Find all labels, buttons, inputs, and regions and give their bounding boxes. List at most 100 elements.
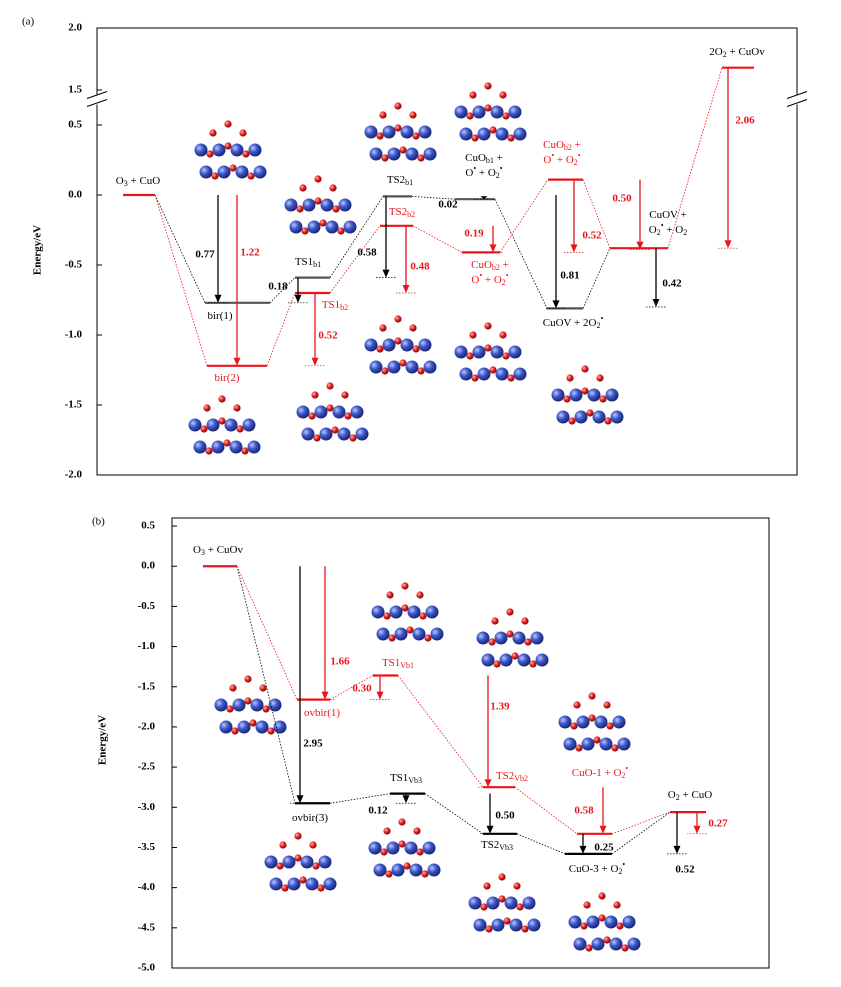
energy-arrow [288, 277, 308, 304]
label-part: O [471, 274, 479, 286]
o-atom [244, 675, 252, 683]
o-atom [276, 862, 284, 870]
cu-atom [568, 915, 582, 929]
label-part: 2 [618, 867, 622, 876]
o-atom [326, 382, 334, 390]
o-atom [383, 612, 391, 620]
energy-arrow [483, 225, 503, 253]
cu-atom [574, 410, 588, 424]
o-atom [312, 862, 320, 870]
label-part: 2 [596, 321, 600, 330]
cu-atom [212, 143, 226, 157]
cu-atom [509, 918, 523, 932]
o-atom [513, 882, 521, 890]
cu-atom [556, 410, 570, 424]
cu-atom [224, 418, 238, 432]
panel-label: (b) [92, 516, 105, 528]
connector [329, 793, 391, 804]
level-label: bir(2) [214, 372, 239, 384]
arrow-label: 0.50 [612, 193, 632, 205]
level-label: CuO-1 + O2• [572, 764, 629, 780]
arrow-head [673, 845, 681, 854]
y-axis-title: Energy/eV [32, 225, 44, 275]
o-atom [489, 126, 497, 134]
label-part: O [649, 224, 657, 236]
label-part: b2 [407, 210, 415, 219]
cu-atom [477, 367, 491, 381]
arrow-label: 0.52 [675, 864, 695, 876]
label-part: bir(1) [207, 310, 232, 322]
y-tick-label: -4.0 [138, 881, 156, 893]
arrow-label: 2.06 [735, 115, 755, 127]
cu-atom [287, 877, 301, 891]
cu-atom [314, 405, 328, 419]
arrow-head [233, 357, 241, 366]
axis-break-mark [86, 91, 108, 99]
o-atom [249, 719, 257, 727]
o-atom [224, 120, 232, 128]
o-atom [239, 129, 247, 137]
y-tick-label: 0.5 [141, 520, 155, 532]
label-part: TS2 [496, 770, 514, 782]
connector [667, 67, 723, 249]
cu-atom [508, 345, 522, 359]
o-atom [409, 111, 417, 119]
o-atom [313, 434, 321, 442]
o-atom [611, 744, 619, 752]
y-tick-label: 2.0 [68, 22, 82, 34]
cu-atom [235, 165, 249, 179]
level-label: O• + O2• [465, 164, 502, 180]
structure-illustration [551, 365, 624, 425]
cu-atom [495, 367, 509, 381]
arrow-label: 0.58 [357, 247, 377, 259]
connector [154, 194, 206, 303]
o-atom [606, 722, 614, 730]
o-atom [488, 638, 496, 646]
o-atom [262, 705, 270, 713]
cu-atom [508, 105, 522, 119]
energy-arrow [546, 195, 566, 309]
cu-atom [581, 737, 595, 751]
y-tick-label: 0.0 [141, 560, 155, 572]
cu-atom [499, 653, 513, 667]
cu-atom [573, 937, 587, 951]
cu-atom [622, 915, 636, 929]
level-label: O2• + O2 [649, 221, 687, 237]
y-tick-label: 0.5 [68, 119, 82, 131]
cu-atom [332, 405, 346, 419]
arrow-label: 1.22 [240, 247, 260, 259]
o-atom [314, 175, 322, 183]
o-atom [211, 172, 219, 180]
arrow-label: 0.25 [594, 842, 614, 854]
structure-illustration [194, 120, 267, 180]
cu-atom [569, 388, 583, 402]
o-atom [401, 604, 409, 612]
o-atom [621, 944, 629, 952]
label-part: 2 [723, 50, 727, 59]
arrow-label: 1.66 [330, 656, 350, 668]
connector [411, 196, 456, 200]
y-tick-label: -1.5 [138, 680, 156, 692]
o-atom [341, 391, 349, 399]
cu-atom [558, 715, 572, 729]
arrow-label: 0.58 [574, 805, 594, 817]
cu-atom [527, 918, 541, 932]
cu-atom [323, 877, 337, 891]
structure-illustration [368, 818, 441, 878]
cu-atom [405, 360, 419, 374]
axis-break-mark [786, 99, 808, 107]
cu-atom [338, 198, 352, 212]
plot-frame [96, 27, 798, 476]
label-part: • [473, 164, 476, 173]
arrow-head [579, 845, 587, 854]
cu-atom [369, 360, 383, 374]
cu-atom [490, 345, 504, 359]
connector [582, 179, 611, 249]
cu-atom [513, 367, 527, 381]
o-atom [469, 331, 477, 339]
o-atom [226, 705, 234, 713]
label-part: + CuOv [727, 46, 765, 58]
level-label: TS1Vb1 [382, 657, 414, 670]
cu-atom [232, 698, 246, 712]
level-label: 2O2 + CuOv [709, 46, 765, 59]
